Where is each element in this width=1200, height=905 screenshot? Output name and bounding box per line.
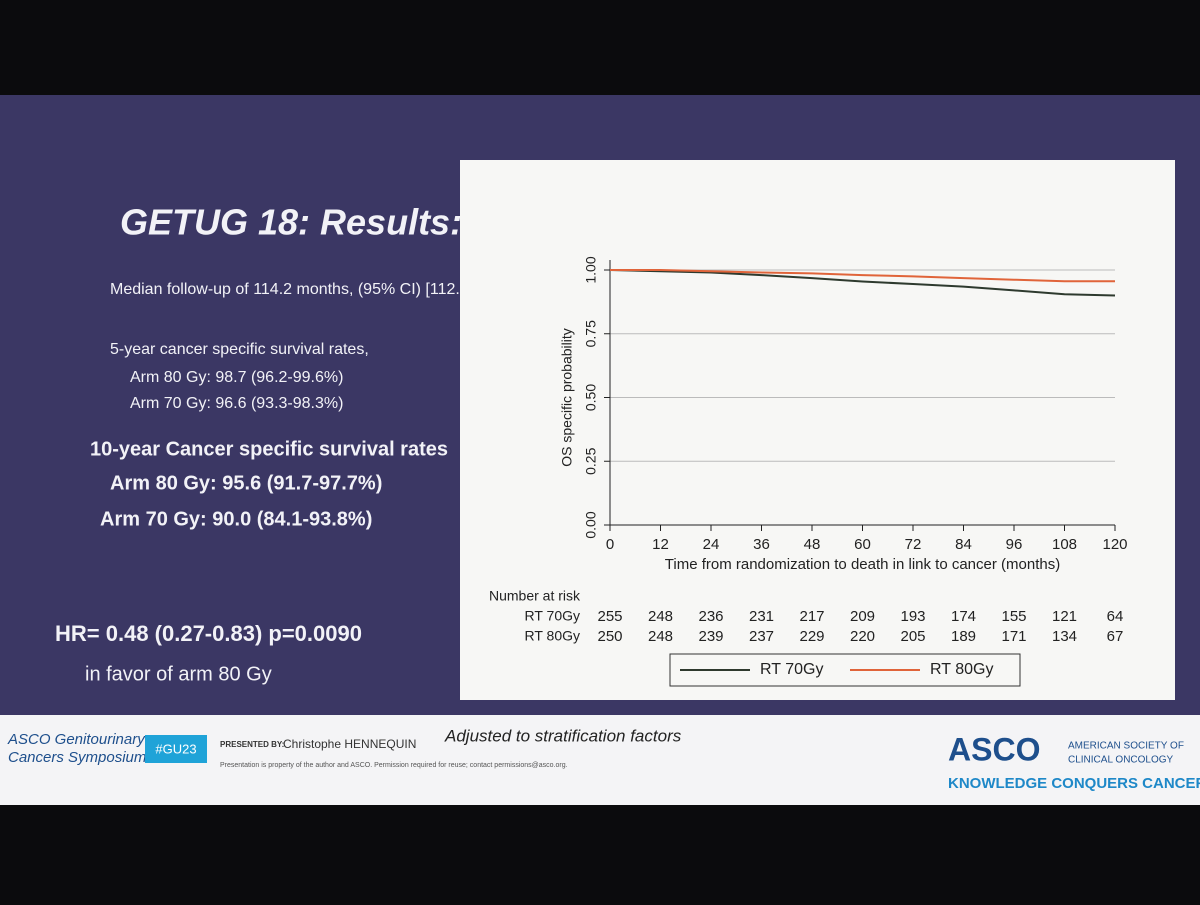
risk-row-name: RT 80Gy — [524, 628, 580, 644]
x-tick-label: 108 — [1052, 536, 1077, 553]
risk-count: 205 — [900, 628, 925, 645]
chart-panel — [460, 160, 1175, 700]
x-tick-label: 96 — [1006, 536, 1023, 553]
y-tick-label: 0.00 — [583, 511, 599, 538]
risk-count: 236 — [698, 608, 723, 625]
chart: 0.00 0.25 0.50 0.75 1.00 0 12 24 36 48 60 72 84 96 108… — [489, 256, 1128, 687]
bullet: 5-year cancer specific survival rates, — [110, 341, 369, 358]
x-tick-label: 48 — [804, 536, 821, 553]
risk-count: 174 — [951, 608, 976, 625]
x-axis-label: Time from randomization to death in link… — [665, 556, 1060, 573]
bullet: Median follow-up of 114.2 months, (95% C… — [110, 281, 521, 298]
bullet: 10-year Cancer specific survival rates — [90, 438, 448, 460]
x-tick-label: 60 — [854, 536, 871, 553]
x-tick-label: 120 — [1102, 536, 1127, 553]
risk-count: 229 — [799, 628, 824, 645]
risk-count: 171 — [1001, 628, 1026, 645]
x-tick-label: 0 — [606, 536, 614, 553]
hashtag-box — [145, 735, 207, 763]
risk-count: 189 — [951, 628, 976, 645]
presenter: Christophe HENNEQUIN — [283, 737, 416, 751]
presented-by: PRESENTED BY: — [220, 740, 284, 749]
risk-table-title: Number at risk — [489, 588, 581, 604]
sub-bullet: Arm 80 Gy: 98.7 (96.2-99.6%) — [130, 369, 343, 386]
risk-count: 248 — [648, 628, 673, 645]
symposium-name: ASCO Genitourinary — [7, 731, 146, 748]
risk-count: 64 — [1107, 608, 1124, 625]
legend-label: RT 80Gy — [930, 661, 993, 678]
risk-row-name: RT 70Gy — [524, 608, 580, 624]
sub-bullet: Arm 70 Gy: 96.6 (93.3-98.3%) — [130, 395, 343, 412]
x-tick-label: 12 — [652, 536, 669, 553]
sub-bullet: Arm 70 Gy: 90.0 (84.1-93.8%) — [100, 508, 372, 530]
y-tick-label: 0.75 — [583, 320, 599, 347]
adjustment-note: Adjusted to stratification factors — [444, 726, 682, 745]
survival-curve — [609, 269, 1116, 297]
symposium-name: Cancers Symposium — [8, 749, 146, 766]
risk-count: 209 — [850, 608, 875, 625]
survival-curve — [610, 269, 1115, 283]
risk-count: 250 — [597, 628, 622, 645]
risk-count: 237 — [749, 628, 774, 645]
society-name: CLINICAL ONCOLOGY — [1068, 755, 1174, 766]
hazard-ratio: HR= 0.48 (0.27-0.83) p=0.0090 — [55, 621, 362, 646]
tagline: KNOWLEDGE CONQUERS CANCER — [948, 775, 1200, 792]
risk-count: 193 — [900, 608, 925, 625]
risk-count: 67 — [1107, 628, 1124, 645]
risk-count: 255 — [597, 608, 622, 625]
sub-bullet: Arm 80 Gy: 95.6 (91.7-97.7%) — [110, 472, 382, 494]
y-tick-label: 0.25 — [583, 447, 599, 474]
risk-count: 239 — [698, 628, 723, 645]
y-axis-label: OS specific probability — [559, 328, 575, 467]
x-tick-label: 24 — [703, 536, 720, 553]
disclaimer: Presentation is property of the author a… — [220, 762, 568, 769]
risk-count: 155 — [1001, 608, 1026, 625]
risk-count: 121 — [1052, 608, 1077, 625]
y-tick-label: 1.00 — [583, 256, 599, 283]
risk-count: 134 — [1052, 628, 1077, 645]
legend-label: RT 70Gy — [760, 661, 823, 678]
hr-note: in favor of arm 80 Gy — [85, 663, 272, 685]
x-tick-label: 72 — [905, 536, 922, 553]
society-name: AMERICAN SOCIETY OF — [1068, 741, 1184, 752]
x-tick-label: 84 — [955, 536, 972, 553]
risk-count: 248 — [648, 608, 673, 625]
risk-count: 231 — [749, 608, 774, 625]
y-tick-label: 0.50 — [583, 384, 599, 411]
asco-logo: ASCO — [948, 731, 1040, 767]
risk-count: 217 — [799, 608, 824, 625]
hashtag: #GU23 — [155, 741, 196, 756]
legend-box — [669, 653, 1021, 687]
x-tick-label: 36 — [753, 536, 770, 553]
risk-count: 220 — [850, 628, 875, 645]
